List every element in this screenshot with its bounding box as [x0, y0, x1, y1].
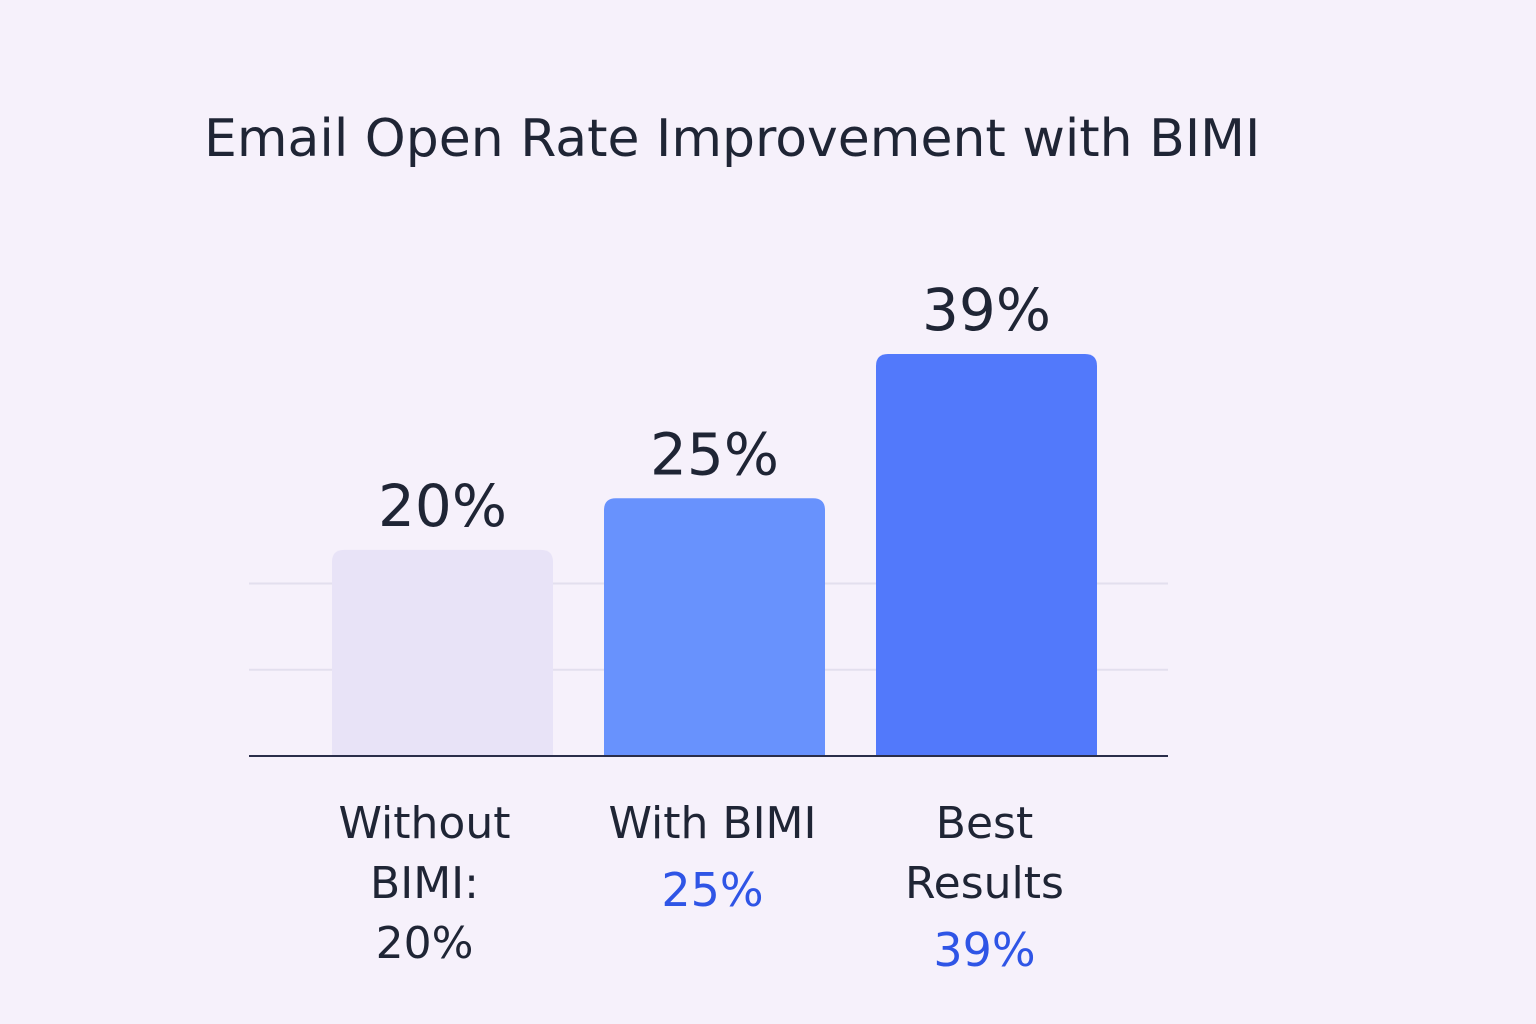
- category-label: With BIMI: [609, 798, 817, 849]
- value-label: 20%: [378, 472, 507, 540]
- value-label: 39%: [922, 276, 1051, 344]
- category-labels: Without BIMI: 20% With BIMI 25% Best Results 39…: [339, 798, 1064, 977]
- category-value-label: 25%: [661, 863, 763, 917]
- category-value-label: 39%: [933, 923, 1035, 977]
- category-label: Best: [936, 798, 1033, 849]
- bar-with-bimi: [604, 498, 825, 756]
- bar-best-results: [876, 354, 1097, 756]
- category-label: 20%: [376, 918, 474, 969]
- category-label: Results: [905, 858, 1064, 909]
- category-label: BIMI:: [370, 858, 479, 909]
- value-label: 25%: [650, 420, 779, 488]
- chart-title: Email Open Rate Improvement with BIMI: [204, 109, 1260, 169]
- value-labels: 20% 25% 39%: [378, 276, 1051, 540]
- bars: [332, 354, 1097, 756]
- bar-without-bimi: [332, 549, 553, 756]
- category-label: Without: [339, 798, 511, 849]
